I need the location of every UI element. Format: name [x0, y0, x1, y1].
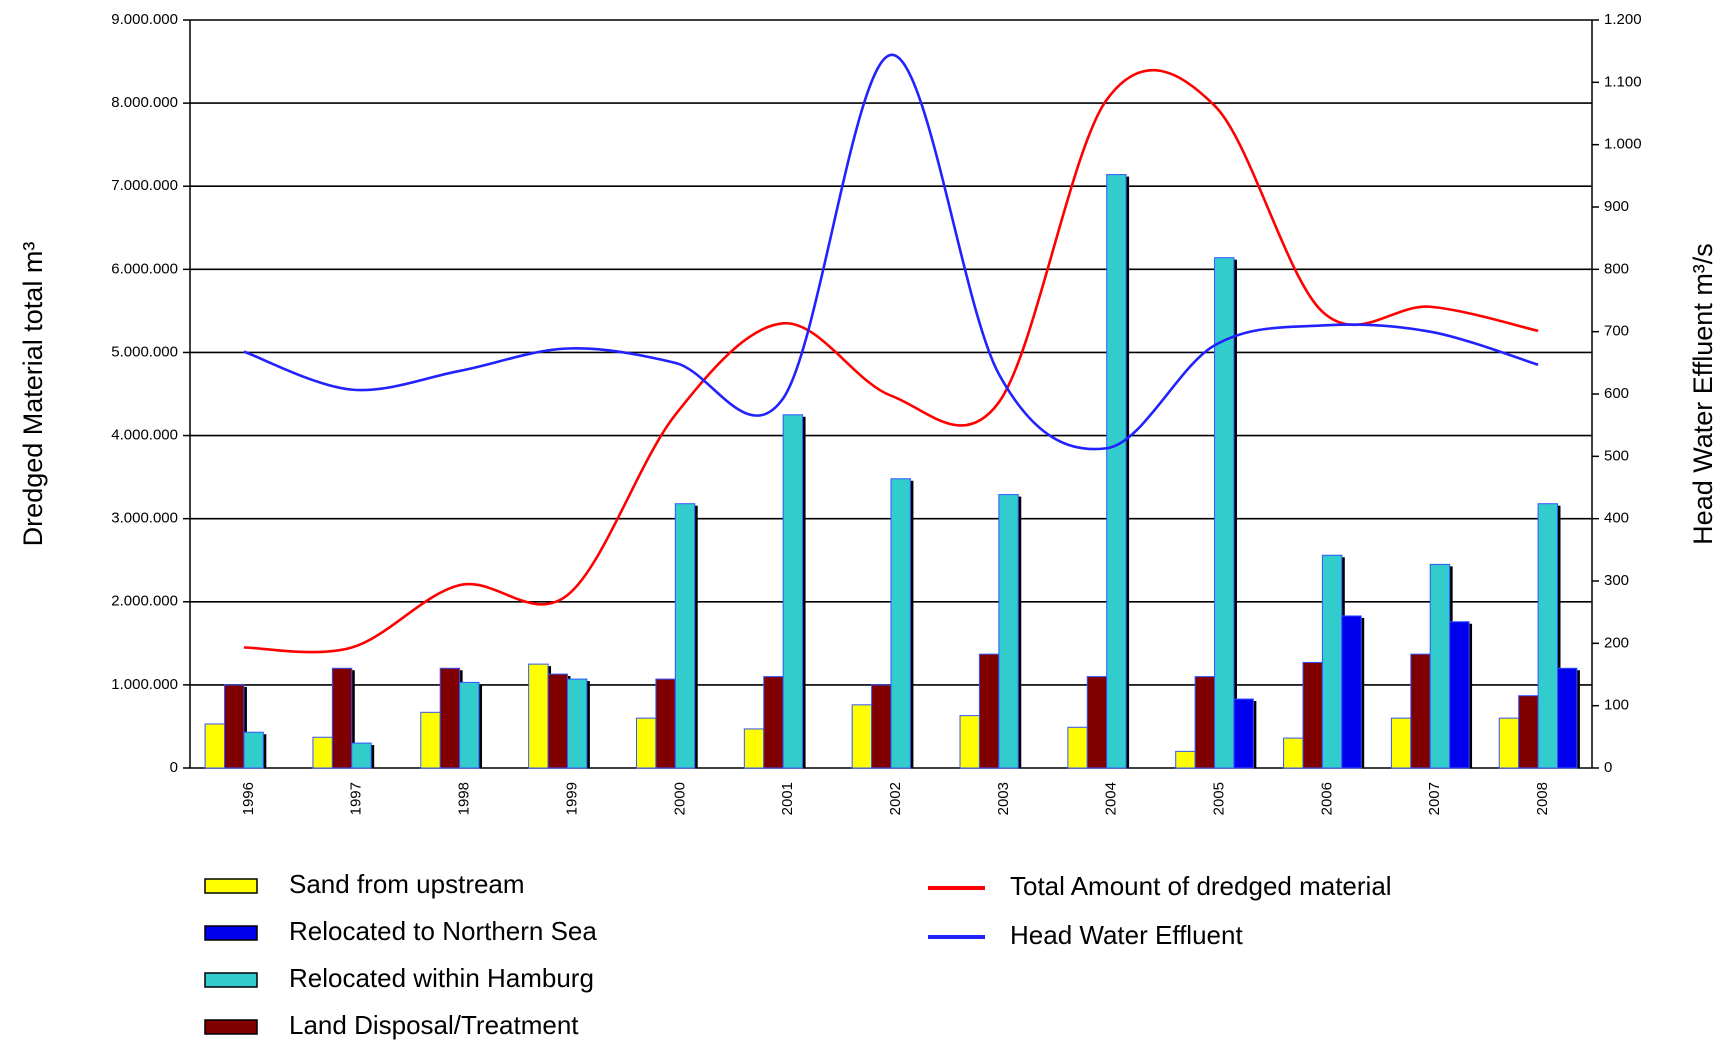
legend-swatch: [204, 925, 258, 941]
y-tick-label: 3.000.000: [111, 510, 178, 527]
bar: [1106, 174, 1127, 769]
bar: [547, 673, 568, 769]
x-tick-label: 1999: [563, 782, 580, 815]
bar: [1214, 257, 1235, 769]
bar: [782, 414, 804, 769]
bar: [224, 684, 245, 769]
y-tick-label: 0: [170, 759, 178, 776]
bar: [1321, 554, 1343, 769]
bar: [635, 717, 657, 769]
bar: [1175, 750, 1196, 769]
bar: [1518, 695, 1539, 769]
bar: [1556, 667, 1578, 769]
x-tick-label: 2000: [671, 782, 688, 815]
bar: [871, 684, 892, 769]
bar: [331, 667, 353, 769]
y2-tick-label: 700: [1604, 323, 1629, 340]
bar: [763, 676, 784, 769]
bar: [890, 478, 911, 769]
y2-tick-label: 300: [1604, 572, 1629, 589]
legend-label: Sand from upstream: [289, 869, 525, 899]
bar: [1410, 653, 1431, 769]
bar: [1283, 737, 1304, 769]
bar: [528, 663, 549, 769]
y2-tick-label: 1.000: [1604, 136, 1642, 153]
x-tick-label: 2008: [1534, 782, 1551, 815]
bar: [851, 704, 873, 769]
y2-tick-label: 100: [1604, 697, 1629, 714]
bar: [566, 678, 588, 769]
legend-swatch: [204, 878, 258, 894]
y-axis-title: Dredged Material total m³: [18, 242, 48, 547]
y-tick-label: 2.000.000: [111, 593, 178, 610]
bar: [959, 715, 980, 769]
bar: [439, 667, 461, 769]
bar: [1498, 717, 1520, 769]
legend-label: Land Disposal/Treatment: [289, 1010, 579, 1040]
bar: [459, 681, 480, 769]
x-tick-label: 2004: [1103, 782, 1120, 815]
legend-label: Relocated within Hamburg: [289, 963, 594, 993]
bar: [420, 711, 441, 769]
bar: [1086, 676, 1108, 769]
legend-swatch: [204, 972, 258, 988]
y2-tick-label: 500: [1604, 447, 1629, 464]
x-tick-label: 1998: [456, 782, 473, 815]
bar: [998, 494, 1019, 769]
bar: [743, 728, 765, 769]
bar: [1194, 676, 1216, 769]
bar: [312, 736, 333, 769]
bar: [243, 731, 264, 769]
x-tick-label: 2003: [995, 782, 1012, 815]
bar: [1449, 621, 1470, 769]
bar: [1429, 563, 1451, 769]
x-tick-label: 1997: [348, 782, 365, 815]
y2-axis-title: Head Water Effluent m³/s: [1688, 243, 1718, 545]
x-tick-label: 2001: [779, 782, 796, 815]
bar: [1233, 698, 1254, 769]
legend-label: Total Amount of dredged material: [1010, 871, 1392, 901]
bar: [1341, 615, 1362, 769]
bar: [978, 653, 1000, 769]
y2-tick-label: 400: [1604, 510, 1629, 527]
y2-tick-label: 0: [1604, 759, 1612, 776]
bar: [1537, 503, 1558, 769]
bar: [1067, 726, 1088, 769]
bar: [674, 503, 696, 769]
y-tick-label: 5.000.000: [111, 343, 178, 360]
y2-tick-label: 200: [1604, 634, 1629, 651]
y2-tick-label: 800: [1604, 260, 1629, 277]
line: [243, 69, 1539, 654]
line: [243, 53, 1539, 451]
legend-label: Relocated to Northern Sea: [289, 916, 597, 946]
x-tick-label: 2006: [1318, 782, 1335, 815]
x-tick-label: 2005: [1211, 782, 1228, 815]
y-tick-label: 8.000.000: [111, 94, 178, 111]
y2-tick-label: 900: [1604, 198, 1629, 215]
y2-tick-label: 1.200: [1604, 11, 1642, 28]
x-tick-label: 2002: [887, 782, 904, 815]
bar: [204, 723, 226, 769]
y-tick-label: 7.000.000: [111, 177, 178, 194]
y-tick-label: 4.000.000: [111, 427, 178, 444]
bar: [655, 678, 676, 769]
y-tick-label: 9.000.000: [111, 11, 178, 28]
legend-swatch: [204, 1019, 258, 1035]
y2-tick-label: 600: [1604, 385, 1629, 402]
y-tick-label: 1.000.000: [111, 676, 178, 693]
bar: [1302, 661, 1323, 769]
bar: [1390, 717, 1412, 769]
legend-label: Head Water Effluent: [1010, 920, 1243, 950]
x-tick-label: 2007: [1426, 782, 1443, 815]
x-tick-label: 1996: [240, 782, 257, 815]
bar: [351, 742, 372, 769]
y2-tick-label: 1.100: [1604, 73, 1642, 90]
y-tick-label: 6.000.000: [111, 260, 178, 277]
